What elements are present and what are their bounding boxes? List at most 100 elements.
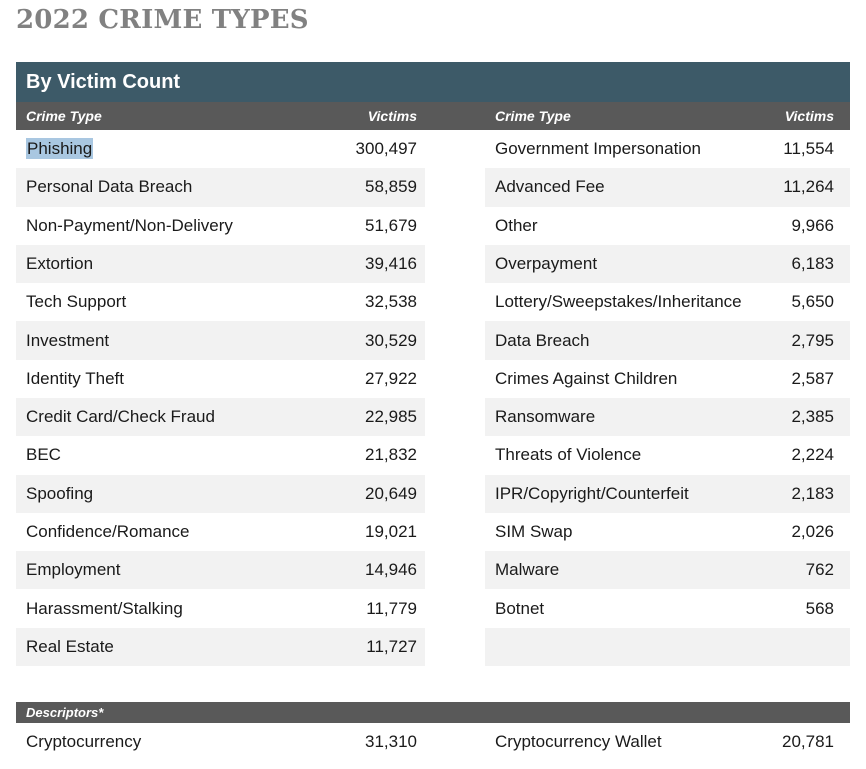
victims-cell: 31,310 [365, 732, 417, 751]
victims-cell: 11,554 [783, 139, 834, 159]
crime-type-header: Crime Type [495, 108, 571, 124]
table-row: Cryptocurrency 31,310 [16, 723, 425, 761]
descriptors-header: Descriptors* [16, 702, 850, 723]
victims-cell: 11,264 [783, 177, 834, 197]
table-section-header: By Victim Count [16, 62, 850, 102]
table-row: Credit Card/Check Fraud 22,985 [16, 397, 425, 437]
section-title: By Victim Count [26, 70, 181, 93]
victims-cell: 300,497 [355, 139, 417, 159]
column-header-right: Crime Type Victims [485, 102, 850, 130]
table-row: Investment 30,529 [16, 321, 425, 360]
column-header-gap [425, 102, 485, 130]
victims-cell: 2,224 [791, 445, 834, 465]
descriptors-column-left: Cryptocurrency 31,310 [16, 723, 425, 761]
table-row: Employment 14,946 [16, 551, 425, 590]
crime-type-cell: Phishing [26, 138, 94, 160]
table-row: Advanced Fee 11,264 [485, 168, 850, 207]
table-row: Personal Data Breach 58,859 [16, 168, 425, 207]
table-row [485, 627, 850, 666]
crime-type-cell: Botnet [495, 598, 545, 618]
victims-cell: 51,679 [365, 215, 417, 235]
victims-cell: 14,946 [365, 560, 417, 580]
victims-cell: 22,985 [365, 407, 417, 427]
crime-type-cell: Crimes Against Children [495, 368, 678, 388]
crime-type-cell: IPR/Copyright/Counterfeit [495, 483, 689, 503]
table-row: IPR/Copyright/Counterfeit 2,183 [485, 474, 850, 513]
table-row: Non-Payment/Non-Delivery 51,679 [16, 206, 425, 245]
crime-type-cell: Threats of Violence [495, 445, 642, 465]
crime-type-cell: Investment [26, 330, 110, 350]
table-row: Botnet 568 [485, 589, 850, 628]
victims-cell: 32,538 [365, 292, 417, 312]
table-row: Ransomware 2,385 [485, 397, 850, 437]
table-body: Phishing 300,497 Personal Data Breach 58,85… [16, 130, 850, 666]
crime-type-cell: Data Breach [495, 330, 590, 350]
crime-type-cell: SIM Swap [495, 521, 573, 541]
descriptors-body: Cryptocurrency 31,310 Cryptocurrency Wall… [16, 723, 850, 761]
crime-type-cell: Non-Payment/Non-Delivery [26, 215, 233, 235]
table-row: Confidence/Romance 19,021 [16, 512, 425, 552]
table-row: Lottery/Sweepstakes/Inheritance 5,650 [485, 283, 850, 322]
crime-type-cell: Malware [495, 560, 560, 580]
victims-cell: 2,587 [791, 368, 834, 388]
victims-cell: 5,650 [791, 292, 834, 312]
victims-cell: 568 [805, 598, 834, 618]
victims-cell: 11,779 [366, 598, 417, 618]
descriptors-column-right: Cryptocurrency Wallet 20,781 [485, 723, 850, 761]
table-column-right: Government Impersonation 11,554 Advanced F… [485, 130, 850, 666]
victims-cell: 2,385 [791, 407, 834, 427]
crime-type-header: Crime Type [26, 108, 102, 124]
table-row: Overpayment 6,183 [485, 244, 850, 284]
victims-header: Victims [367, 108, 417, 124]
crime-type-cell: Cryptocurrency [26, 732, 142, 751]
table-row: Crimes Against Children 2,587 [485, 359, 850, 398]
table-row: Spoofing 20,649 [16, 474, 425, 513]
table-row: Tech Support 32,538 [16, 283, 425, 322]
column-header-bar: Crime Type Victims Crime Type Victims [16, 102, 850, 130]
victims-cell: 21,832 [365, 445, 417, 465]
victims-cell: 19,021 [365, 521, 417, 541]
crime-type-cell: Tech Support [26, 292, 127, 312]
victims-cell: 762 [805, 560, 834, 580]
crime-type-cell: Real Estate [26, 636, 114, 656]
crime-type-cell: Spoofing [26, 483, 94, 503]
crime-type-cell: Credit Card/Check Fraud [26, 407, 215, 427]
crime-type-cell: Lottery/Sweepstakes/Inheritance [495, 292, 742, 312]
table-row: Other 9,966 [485, 206, 850, 245]
table-row: Identity Theft 27,922 [16, 359, 425, 398]
victims-cell: 20,649 [365, 483, 417, 503]
table-row: SIM Swap 2,026 [485, 512, 850, 552]
crime-type-cell: Advanced Fee [495, 177, 605, 197]
victims-cell: 20,781 [782, 732, 834, 751]
victims-cell: 9,966 [791, 215, 834, 235]
table-row: Extortion 39,416 [16, 244, 425, 284]
table-column-left: Phishing 300,497 Personal Data Breach 58,85… [16, 130, 425, 666]
column-header-left: Crime Type Victims [16, 102, 425, 130]
table-row: BEC 21,832 [16, 436, 425, 475]
victim-count-table: By Victim Count Crime Type Victims Crime… [16, 62, 850, 666]
table-row: Harassment/Stalking 11,779 [16, 589, 425, 628]
crime-type-cell: Identity Theft [26, 368, 124, 388]
report-page: 2022 CRIME TYPES By Victim Count Crime T… [0, 5, 866, 769]
victims-cell: 27,922 [365, 368, 417, 388]
table-row: Cryptocurrency Wallet 20,781 [485, 723, 850, 761]
table-row: Real Estate 11,727 [16, 627, 425, 666]
table-row: Malware 762 [485, 551, 850, 590]
descriptors-title: Descriptors* [26, 705, 104, 720]
table-row: Data Breach 2,795 [485, 321, 850, 360]
table-row: Phishing 300,497 [16, 130, 425, 169]
crime-type-cell: Cryptocurrency Wallet [495, 732, 662, 751]
column-gutter [425, 723, 485, 761]
victims-header: Victims [784, 108, 834, 124]
crime-type-cell: Employment [26, 560, 121, 580]
table-row: Government Impersonation 11,554 [485, 130, 850, 169]
descriptors-section: Descriptors* Cryptocurrency 31,310 Crypto… [16, 702, 850, 761]
crime-type-cell: Harassment/Stalking [26, 598, 183, 618]
victims-cell: 2,026 [791, 521, 834, 541]
crime-type-cell: Other [495, 215, 538, 235]
crime-type-cell: Extortion [26, 253, 94, 273]
crime-type-cell: Government Impersonation [495, 139, 701, 159]
crime-type-cell: BEC [26, 445, 61, 465]
victims-cell: 58,859 [365, 177, 417, 197]
page-title: 2022 CRIME TYPES [16, 5, 309, 35]
